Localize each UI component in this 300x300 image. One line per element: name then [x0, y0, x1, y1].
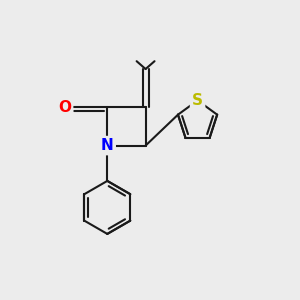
- Text: N: N: [101, 138, 114, 153]
- Text: O: O: [58, 100, 71, 115]
- Text: S: S: [192, 93, 203, 108]
